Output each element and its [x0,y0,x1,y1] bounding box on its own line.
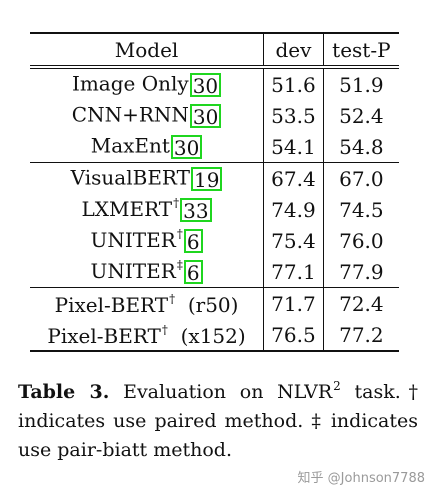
dev-score: 54.1 [263,131,324,163]
table-row: MaxEnt 30 54.1 54.8 [30,131,399,163]
dagger-mark: † [176,226,183,241]
table-row: Pixel-BERT† (x152) 76.5 77.2 [30,319,399,352]
dev-score: 53.5 [263,100,324,131]
citation-link[interactable]: 19 [190,166,223,191]
table-row: CNN+RNN 30 53.5 52.4 [30,100,399,131]
citation-link[interactable]: 30 [189,72,222,97]
test-score: 54.8 [322,131,399,163]
dagger-mark: † [161,322,168,337]
dev-score: 75.4 [263,225,324,256]
caption-label: Table 3. [18,381,110,403]
citation-link[interactable]: 30 [170,134,203,159]
dev-score: 76.5 [263,319,324,352]
model-variant: (r50) [187,292,239,317]
table-caption: Table 3. Evaluation on NLVR2 task.† indi… [18,372,418,465]
header-model: Model [30,32,264,67]
test-score: 72.4 [322,287,399,319]
table-header-row: Model dev test-P [30,32,399,67]
model-name: Pixel-BERT [54,292,169,317]
header-test: test-P [322,32,399,67]
model-name: UNITER [90,227,176,252]
model-name: Image Only [71,71,189,95]
citation-link[interactable]: 6 [183,260,203,285]
table-row: UNITER† 6 75.4 76.0 [30,225,399,256]
model-variant: (x152) [180,323,246,348]
group-baselines: Image Only 30 51.6 51.9 CNN+RNN 30 53.5 52… [30,65,399,163]
model-name: VisualBERT [70,165,190,189]
test-score-best: 77.9 [322,256,399,288]
model-name: Pixel-BERT [47,323,161,348]
watermark: 知乎 @Johnson7788 [297,471,425,486]
table-row: Pixel-BERT† (r50) 71.7 72.4 [30,287,399,319]
table-row: LXMERT† 33 74.9 74.5 [30,194,399,225]
test-score: 51.9 [322,65,399,100]
dagger-mark: † [169,291,176,306]
table-row: VisualBERT 19 67.4 67.0 [30,162,399,194]
test-score: 76.0 [322,225,399,256]
test-score: 52.4 [322,100,399,131]
group-pixel-bert: Pixel-BERT† (r50) 71.7 72.4 Pixel-BERT† … [30,287,399,352]
citation-link[interactable]: 6 [183,229,203,254]
dagger-mark: † [173,195,180,210]
model-name: MaxEnt [90,133,170,157]
model-name: UNITER [90,258,176,283]
dev-score: 51.6 [263,65,324,100]
caption-text-continued: task.† indicates use paired method. ‡ in… [18,381,418,461]
results-table-container: Model dev test-P Image Only 30 51.6 51.9 … [30,32,399,352]
dev-score: 71.7 [263,287,324,319]
results-table: Model dev test-P Image Only 30 51.6 51.9 … [30,32,399,352]
dev-score: 67.4 [263,162,324,194]
dev-score: 74.9 [263,194,324,225]
citation-link[interactable]: 33 [180,198,212,223]
dev-score-best: 77.1 [263,256,324,288]
header-dev: dev [263,32,324,67]
caption-superscript: 2 [333,379,341,393]
table-row: UNITER‡ 6 77.1 77.9 [30,256,399,288]
double-dagger-mark: ‡ [176,257,183,272]
group-pretrained: VisualBERT 19 67.4 67.0 LXMERT† 33 74.9 74… [30,162,399,288]
test-score: 74.5 [322,194,399,225]
citation-link[interactable]: 30 [189,103,222,128]
test-score: 77.2 [322,319,399,352]
caption-text: Evaluation on NLVR [123,381,333,403]
test-score: 67.0 [322,162,399,194]
model-name: LXMERT [81,196,173,221]
model-name: CNN+RNN [71,102,189,126]
table-row: Image Only 30 51.6 51.9 [30,65,399,100]
